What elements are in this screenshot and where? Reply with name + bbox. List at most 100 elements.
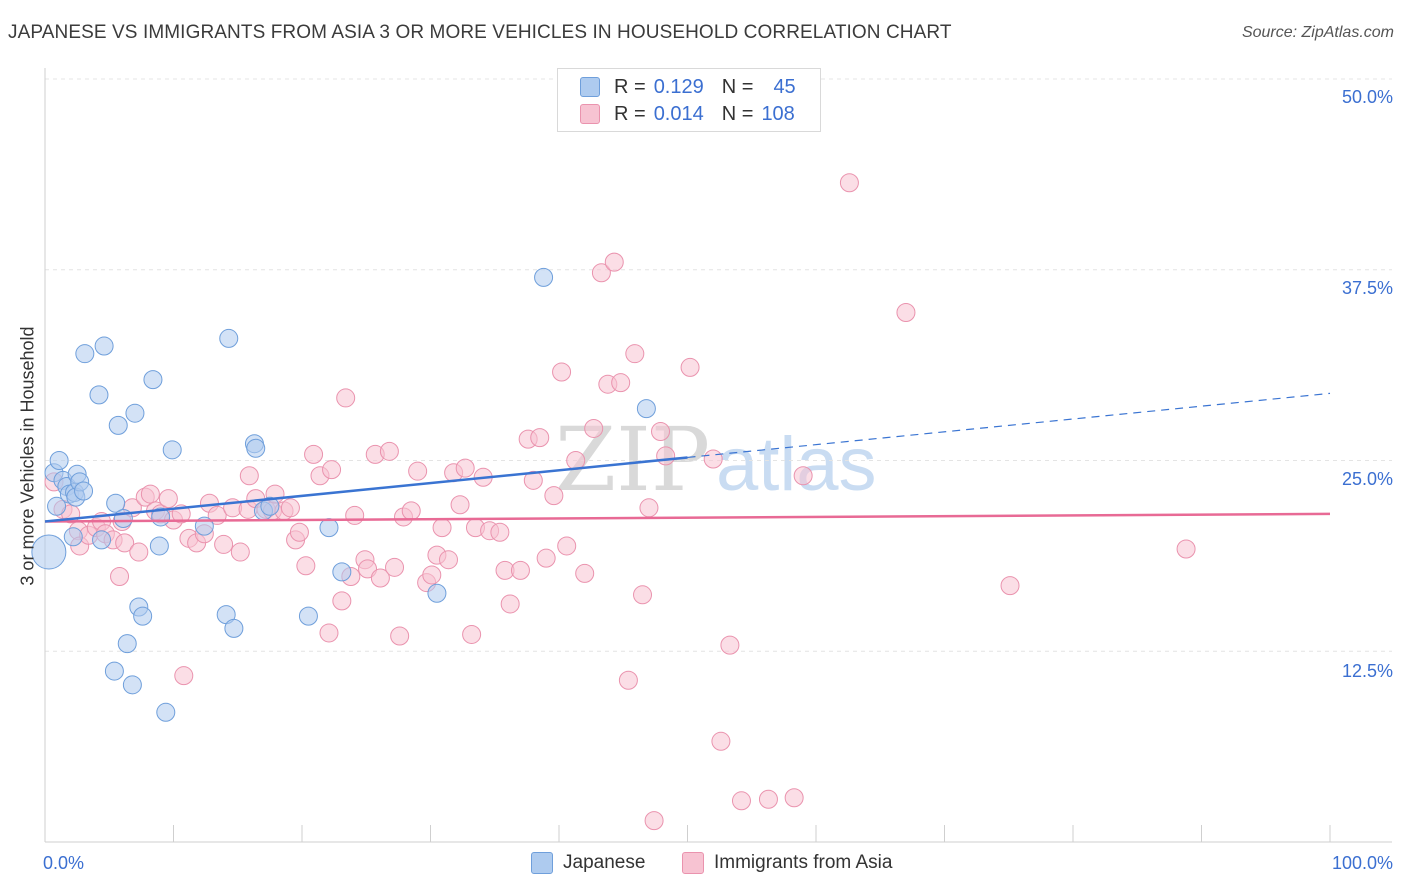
data-point xyxy=(89,385,109,405)
legend-r-value: 0.129 xyxy=(653,75,704,98)
data-point xyxy=(92,530,112,550)
data-point xyxy=(390,626,410,646)
data-point xyxy=(104,661,124,681)
data-point xyxy=(839,173,859,193)
data-point xyxy=(345,505,365,525)
data-point xyxy=(140,484,160,504)
data-point xyxy=(75,344,95,364)
y-tick-label: 50.0% xyxy=(1341,87,1393,107)
data-point xyxy=(260,496,280,516)
legend-n-label: N = xyxy=(721,75,754,98)
legend-n-label: N = xyxy=(721,102,754,125)
data-point xyxy=(125,403,145,423)
legend-row-japanese: R = 0.129 N = 45 xyxy=(580,74,796,100)
bottom-legend-japanese: Japanese xyxy=(531,852,645,874)
data-point xyxy=(720,635,740,655)
data-point xyxy=(94,336,114,356)
data-point xyxy=(379,441,399,461)
legend-r-value: 0.014 xyxy=(653,102,704,125)
data-point xyxy=(296,556,316,576)
data-point xyxy=(1176,539,1196,559)
japanese-swatch xyxy=(580,77,600,97)
data-point xyxy=(450,495,470,515)
y-tick-label: 25.0% xyxy=(1341,469,1393,489)
data-point xyxy=(289,522,309,542)
data-point xyxy=(370,568,390,588)
data-point xyxy=(633,585,653,605)
bottom-legend-label: Japanese xyxy=(563,852,646,873)
data-point xyxy=(438,550,458,570)
data-point xyxy=(552,362,572,382)
data-point xyxy=(523,470,543,490)
data-point xyxy=(432,518,452,538)
data-point xyxy=(322,460,342,480)
data-point xyxy=(731,791,751,811)
data-point xyxy=(117,634,137,654)
data-point xyxy=(510,560,530,580)
data-point xyxy=(401,501,421,521)
data-point xyxy=(239,466,259,486)
data-point xyxy=(703,449,723,469)
data-point xyxy=(422,565,442,585)
data-point xyxy=(639,498,659,518)
data-point xyxy=(280,498,300,518)
data-point xyxy=(618,670,638,690)
x-tick-label: 100.0% xyxy=(1331,853,1393,873)
trend-line-asia xyxy=(44,512,1331,523)
data-point xyxy=(106,493,126,513)
data-point xyxy=(534,267,554,287)
data-point xyxy=(711,731,731,751)
data-point xyxy=(224,618,244,638)
data-point xyxy=(358,559,378,579)
data-point xyxy=(625,344,645,364)
data-point xyxy=(462,624,482,644)
data-point xyxy=(455,458,475,478)
data-point xyxy=(31,534,67,570)
data-point xyxy=(651,422,671,442)
y-tick-label: 37.5% xyxy=(1341,278,1393,298)
asia-swatch xyxy=(682,852,704,874)
data-point xyxy=(385,557,405,577)
chart-source: Source: ZipAtlas.com xyxy=(1241,24,1394,41)
data-point xyxy=(246,438,266,458)
correlation-legend: R = 0.129 N = 45 R = 0.014 N = 108 xyxy=(557,68,821,132)
data-point xyxy=(47,496,67,516)
data-point xyxy=(611,373,631,393)
data-point xyxy=(408,461,428,481)
data-point xyxy=(110,566,130,586)
data-point xyxy=(758,789,778,809)
y-tick-label: 12.5% xyxy=(1341,661,1393,681)
data-point xyxy=(214,534,234,554)
data-point xyxy=(500,594,520,614)
data-point xyxy=(129,542,149,562)
data-point xyxy=(784,788,804,808)
data-point xyxy=(536,548,556,568)
data-point xyxy=(636,399,656,419)
data-point xyxy=(149,536,169,556)
data-point xyxy=(680,357,700,377)
data-point xyxy=(584,418,604,438)
data-point xyxy=(604,252,624,272)
data-point xyxy=(793,466,813,486)
data-point xyxy=(332,591,352,611)
legend-row-asia: R = 0.014 N = 108 xyxy=(580,101,795,127)
data-point xyxy=(1000,576,1020,596)
data-point xyxy=(63,527,83,547)
trend-line-japanese-extension xyxy=(687,392,1331,459)
asia-swatch xyxy=(580,104,600,124)
data-point xyxy=(115,533,135,553)
data-point xyxy=(133,606,153,626)
data-point xyxy=(49,451,69,470)
bottom-legend-asia: Immigrants from Asia xyxy=(682,852,892,874)
data-point xyxy=(304,444,324,464)
data-point xyxy=(644,811,664,831)
data-point xyxy=(896,302,916,322)
data-point xyxy=(174,666,194,686)
legend-n-value: 45 xyxy=(773,75,796,98)
data-point xyxy=(575,563,595,583)
legend-r-label: R = xyxy=(614,75,646,98)
data-point xyxy=(162,440,182,460)
legend-r-label: R = xyxy=(614,102,646,125)
data-point xyxy=(143,370,163,390)
